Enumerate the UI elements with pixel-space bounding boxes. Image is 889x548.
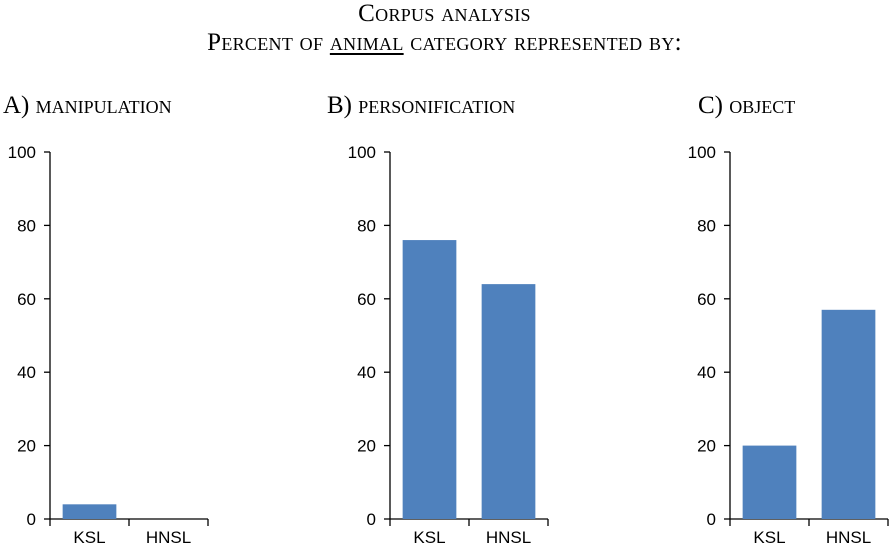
y-tick-label: 20 [357, 437, 376, 456]
panel-label: C) object [698, 92, 795, 119]
y-tick-label: 60 [17, 290, 36, 309]
bar-ksl [62, 504, 117, 519]
chart-subtitle: Percent of animal category represented b… [0, 29, 889, 57]
x-category-label: HNSL [146, 528, 191, 547]
x-category-label: HNSL [826, 528, 871, 547]
y-tick-label: 80 [17, 216, 36, 235]
bar-hnsl [481, 284, 536, 519]
panel-label: B) personification [327, 92, 515, 119]
y-tick-label: 80 [697, 216, 716, 235]
y-tick-label: 100 [348, 143, 376, 162]
y-tick-label: 40 [357, 363, 376, 382]
bar-hnsl [821, 309, 876, 519]
y-tick-label: 0 [27, 510, 36, 529]
y-tick-label: 40 [17, 363, 36, 382]
y-tick-label: 40 [697, 363, 716, 382]
subtitle-emphasis: animal [329, 29, 404, 56]
y-tick-label: 80 [357, 216, 376, 235]
panel-label: A) manipulation [3, 92, 172, 119]
y-tick-label: 20 [697, 437, 716, 456]
y-tick-label: 0 [367, 510, 376, 529]
x-category-label: HNSL [486, 528, 531, 547]
x-category-label: KSL [73, 528, 105, 547]
y-tick-label: 100 [688, 143, 716, 162]
y-tick-label: 0 [707, 510, 716, 529]
y-tick-label: 20 [17, 437, 36, 456]
y-tick-label: 100 [8, 143, 36, 162]
x-category-label: KSL [413, 528, 445, 547]
chart-title: Corpus analysis [358, 0, 531, 27]
y-tick-label: 60 [697, 290, 716, 309]
x-category-label: KSL [753, 528, 785, 547]
bar-ksl [402, 240, 457, 519]
subtitle-suffix: category represented by: [403, 29, 682, 56]
y-tick-label: 60 [357, 290, 376, 309]
subtitle-prefix: Percent of [207, 29, 330, 56]
bar-ksl [742, 445, 797, 519]
